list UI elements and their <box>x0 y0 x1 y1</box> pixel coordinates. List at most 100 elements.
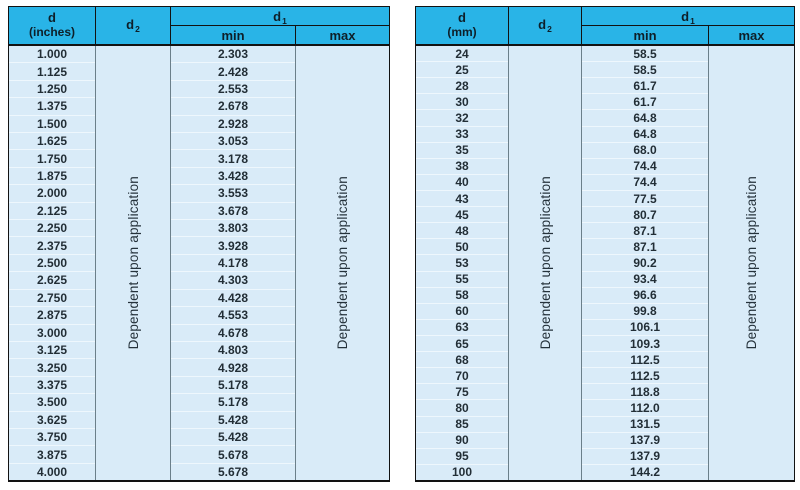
max-note: Dependent upon application <box>335 176 350 350</box>
column-min: 2.303 2.428 2.553 2.678 2.928 3.053 3.178 3.428… <box>171 46 296 481</box>
table-cell: 40 <box>416 174 508 191</box>
column-max-merged: Dependent upon application <box>296 46 389 480</box>
table-cell: 4.928 <box>171 359 295 377</box>
table-mm: d (mm) d2 d1 min max 24 25 28 30 32 33 35 38 40 4… <box>415 6 795 482</box>
table-cell: 2.303 <box>171 46 295 64</box>
table-cell: 1.250 <box>9 80 95 99</box>
table-cell: 100 <box>416 464 508 480</box>
d2-note: Dependent upon application <box>125 176 141 350</box>
table-cell: 24 <box>416 46 508 63</box>
table-cell: 2.678 <box>171 98 295 116</box>
header-d-inches: d (inches) <box>9 7 96 44</box>
table-cell: 80.7 <box>582 207 708 224</box>
table-cell: 28 <box>416 78 508 95</box>
table-mm-body: 24 25 28 30 32 33 35 38 40 43 45 48 50 53 55 58 60 63 65 68… <box>416 46 794 480</box>
table-cell: 3.178 <box>171 150 295 168</box>
table-cell: 4.553 <box>171 307 295 325</box>
header-minmax-row: min max <box>171 26 389 44</box>
column-max-merged: Dependent upon application <box>709 46 794 480</box>
table-cell: 2.553 <box>171 80 295 99</box>
table-cell: 2.000 <box>9 185 95 203</box>
column-d-inches: 1.000 1.125 1.250 1.375 1.500 1.625 1.750 1.875… <box>9 46 96 481</box>
table-cell: 77.5 <box>582 190 708 208</box>
table-inches-body: 1.000 1.125 1.250 1.375 1.500 1.625 1.750 1.875… <box>9 46 389 481</box>
header-d1-label: d1 <box>273 8 287 26</box>
table-cell: 74.4 <box>582 174 708 191</box>
table-cell: 2.428 <box>171 63 295 81</box>
table-cell: 65 <box>416 335 508 353</box>
table-cell: 75 <box>416 384 508 401</box>
header-min: min <box>171 26 296 44</box>
header-d-unit: (inches) <box>28 25 75 40</box>
header-d-label: d <box>48 10 56 26</box>
table-cell: 55 <box>416 271 508 288</box>
column-min: 58.5 58.5 61.7 61.7 64.8 64.8 68.0 74.4 74.4 77.5… <box>582 46 709 480</box>
table-cell: 33 <box>416 126 508 143</box>
table-cell: 35 <box>416 142 508 159</box>
table-cell: 64.8 <box>582 110 708 127</box>
table-cell: 60 <box>416 303 508 320</box>
table-cell: 109.3 <box>582 335 708 353</box>
table-inches-header: d (inches) d2 d1 min max <box>9 7 389 46</box>
table-cell: 4.303 <box>171 272 295 290</box>
header-d2: d2 <box>509 7 582 44</box>
table-cell: 5.178 <box>171 376 295 395</box>
table-cell: 2.375 <box>9 237 95 255</box>
table-cell: 2.625 <box>9 272 95 290</box>
table-cell: 2.750 <box>9 289 95 308</box>
table-cell: 112.0 <box>582 400 708 417</box>
table-cell: 1.000 <box>9 46 95 64</box>
table-cell: 1.375 <box>9 98 95 116</box>
table-mm-header: d (mm) d2 d1 min max <box>416 7 794 46</box>
header-max: max <box>329 27 356 43</box>
table-cell: 4.178 <box>171 254 295 273</box>
table-cell: 1.125 <box>9 63 95 81</box>
table-cell: 61.7 <box>582 94 708 111</box>
table-cell: 3.928 <box>171 237 295 255</box>
table-cell: 93.4 <box>582 271 708 288</box>
header-min: min <box>582 26 709 44</box>
header-minmax-row: min max <box>582 26 794 44</box>
table-cell: 5.178 <box>171 394 295 412</box>
header-d1: d1 <box>582 7 794 26</box>
table-cell: 2.250 <box>9 220 95 238</box>
table-cell: 30 <box>416 94 508 111</box>
table-cell: 112.5 <box>582 352 708 369</box>
header-d-label: d <box>458 10 466 26</box>
table-cell: 85 <box>416 416 508 433</box>
table-cell: 3.875 <box>9 446 95 464</box>
table-cell: 80 <box>416 400 508 417</box>
table-cell: 137.9 <box>582 432 708 449</box>
table-cell: 2.928 <box>171 115 295 134</box>
table-cell: 5.678 <box>171 446 295 464</box>
table-cell: 68 <box>416 352 508 369</box>
table-cell: 53 <box>416 255 508 272</box>
table-cell: 137.9 <box>582 448 708 465</box>
table-cell: 2.500 <box>9 254 95 273</box>
table-cell: 3.250 <box>9 359 95 377</box>
column-d2-merged: Dependent upon application <box>96 46 171 480</box>
table-cell: 3.428 <box>171 167 295 186</box>
table-cell: 58.5 <box>582 46 708 63</box>
table-cell: 50 <box>416 239 508 256</box>
table-cell: 3.053 <box>171 133 295 151</box>
table-cell: 2.125 <box>9 202 95 221</box>
table-cell: 112.5 <box>582 368 708 385</box>
table-cell: 70 <box>416 368 508 385</box>
table-cell: 4.000 <box>9 463 95 481</box>
table-cell: 38 <box>416 158 508 175</box>
table-cell: 4.678 <box>171 324 295 342</box>
table-cell: 63 <box>416 319 508 336</box>
table-cell: 1.625 <box>9 133 95 151</box>
table-cell: 3.375 <box>9 376 95 395</box>
table-cell: 25 <box>416 62 508 79</box>
header-d2-label: d2 <box>126 17 140 35</box>
table-cell: 87.1 <box>582 239 708 256</box>
table-cell: 3.750 <box>9 428 95 447</box>
table-cell: 90 <box>416 432 508 449</box>
table-cell: 118.8 <box>582 384 708 401</box>
table-cell: 3.678 <box>171 202 295 221</box>
table-cell: 3.803 <box>171 220 295 238</box>
table-cell: 74.4 <box>582 158 708 175</box>
header-d-mm: d (mm) <box>416 7 509 44</box>
